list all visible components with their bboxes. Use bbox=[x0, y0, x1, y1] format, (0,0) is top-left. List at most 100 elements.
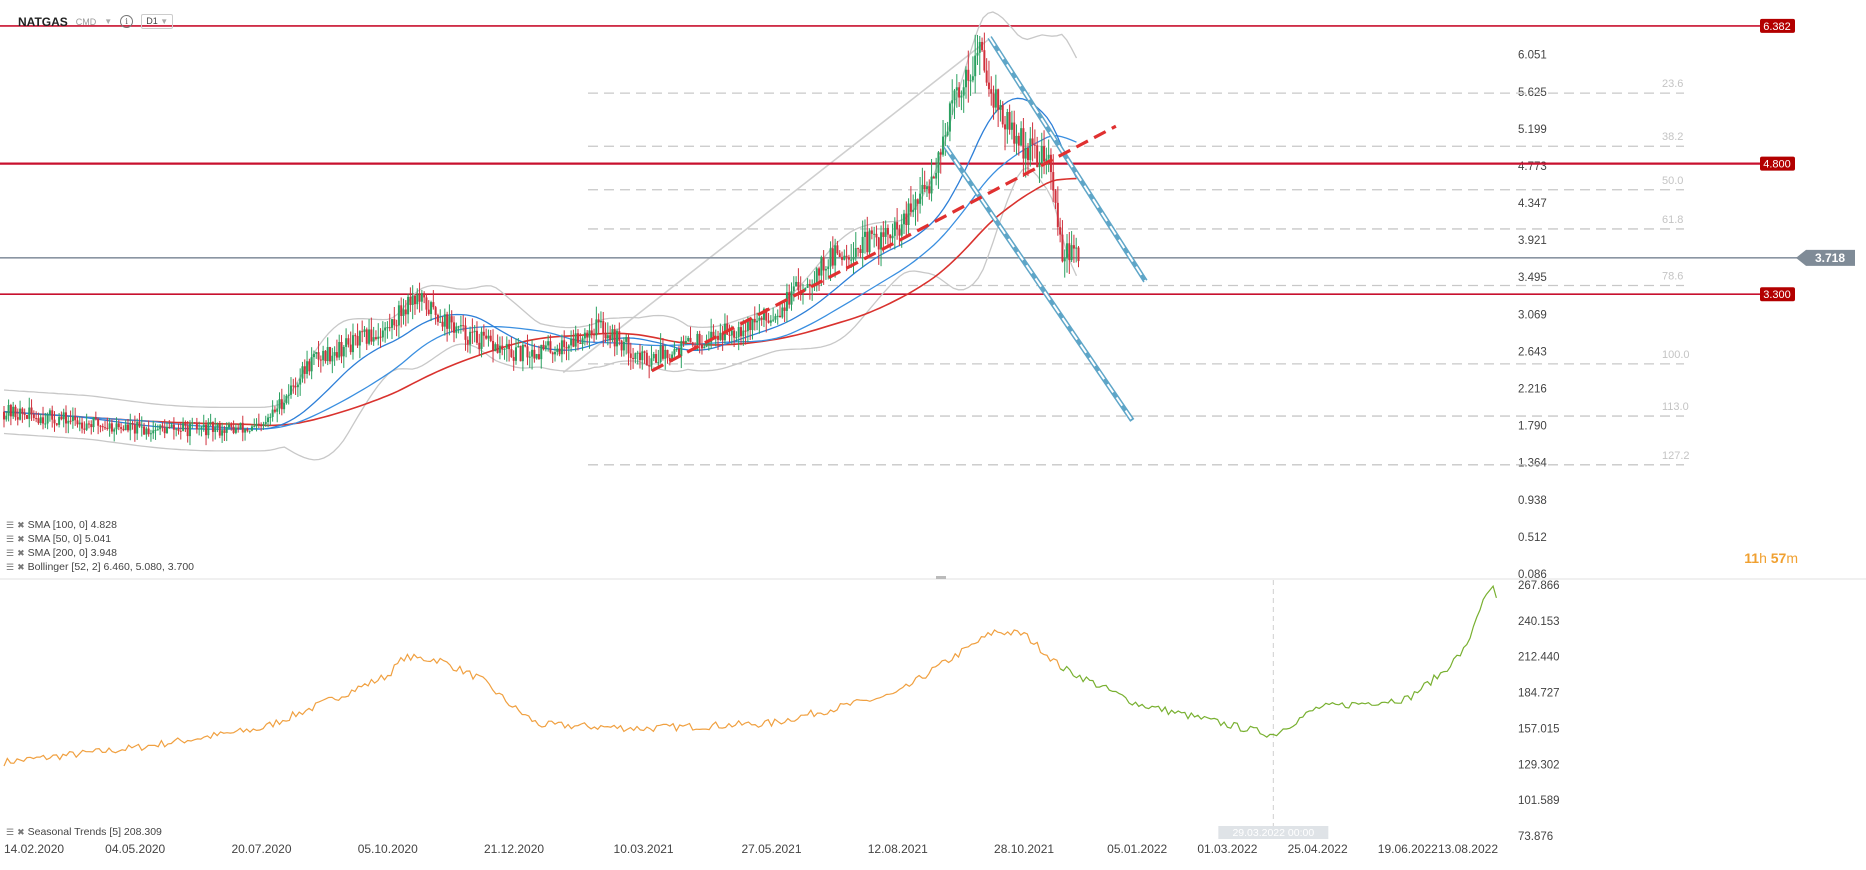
candle-body bbox=[756, 320, 759, 323]
candle-body bbox=[680, 340, 683, 357]
candle-body bbox=[372, 337, 375, 342]
settings-icon[interactable]: ☰ bbox=[6, 826, 15, 837]
candle-body bbox=[909, 203, 912, 212]
candle-body bbox=[289, 385, 292, 395]
candle-body bbox=[852, 257, 855, 260]
downtrend-channel bbox=[943, 36, 1148, 422]
y-tick-label: 0.938 bbox=[1518, 495, 1547, 507]
close-icon[interactable]: ✖ bbox=[17, 826, 25, 837]
candle-body bbox=[517, 345, 520, 348]
legend-seasonal[interactable]: ☰ ✖ Seasonal Trends [5] 208.309 bbox=[6, 826, 162, 838]
candle-body bbox=[1036, 145, 1039, 168]
y-tick-label: 3.921 bbox=[1518, 235, 1547, 247]
candle-body bbox=[877, 237, 880, 250]
bollinger-lower bbox=[3, 167, 1078, 461]
candle-body bbox=[436, 314, 439, 322]
candle-body bbox=[425, 297, 428, 310]
candle-body bbox=[87, 423, 90, 425]
close-icon[interactable]: ✖ bbox=[17, 533, 25, 544]
candle-body bbox=[815, 268, 818, 283]
candle-body bbox=[269, 416, 272, 418]
timeframe-selector[interactable]: D1 ▼ bbox=[141, 14, 174, 29]
candle-body bbox=[554, 351, 557, 355]
candle-body bbox=[928, 186, 931, 194]
close-icon[interactable]: ✖ bbox=[17, 547, 25, 558]
candle-body bbox=[78, 422, 81, 425]
candle-body bbox=[60, 416, 63, 420]
candle-body bbox=[202, 424, 205, 428]
crosshair-badge bbox=[1218, 826, 1329, 839]
candle-body bbox=[393, 319, 396, 326]
candle-body bbox=[67, 420, 70, 424]
legend-sma-100[interactable]: ☰ ✖ SMA [100, 0] 4.828 bbox=[6, 519, 117, 531]
candle-body bbox=[919, 193, 922, 204]
candle-body bbox=[244, 428, 247, 433]
candle-body bbox=[122, 428, 125, 431]
candle-body bbox=[827, 266, 830, 270]
candle-body bbox=[1077, 247, 1080, 262]
candle-body bbox=[831, 248, 834, 266]
candle-body bbox=[648, 365, 651, 367]
close-icon[interactable]: ✖ bbox=[17, 561, 25, 572]
fib-level-label: 127.2 bbox=[1662, 450, 1690, 462]
candle-body bbox=[345, 338, 348, 347]
candle-body bbox=[145, 428, 148, 435]
candle-body bbox=[106, 427, 109, 429]
candle-body bbox=[308, 361, 311, 372]
candle-body bbox=[1033, 144, 1036, 146]
candle-body bbox=[788, 292, 791, 305]
close-icon[interactable]: ✖ bbox=[17, 519, 25, 530]
candle-body bbox=[880, 232, 883, 250]
candle-body bbox=[473, 330, 476, 333]
candle-body bbox=[455, 326, 458, 333]
legend-bollinger[interactable]: ☰ ✖ Bollinger [52, 2] 6.460, 5.080, 3.700 bbox=[6, 561, 194, 573]
candle-body bbox=[391, 319, 394, 328]
candle-body bbox=[443, 314, 446, 327]
candle-body bbox=[1022, 128, 1025, 159]
y-tick-label: 101.589 bbox=[1518, 795, 1560, 807]
candle-body bbox=[889, 234, 892, 239]
candle-body bbox=[762, 308, 765, 320]
candle-body bbox=[964, 69, 967, 88]
settings-icon[interactable]: ☰ bbox=[6, 561, 15, 572]
candle-body bbox=[602, 321, 605, 334]
candle-body bbox=[257, 423, 260, 426]
candle-body bbox=[960, 95, 963, 98]
candle-body bbox=[395, 325, 398, 327]
candle-body bbox=[104, 427, 107, 429]
candle-body bbox=[216, 424, 219, 428]
crosshair-label: 29.03.2022 00:00 bbox=[1232, 827, 1314, 839]
candle-body bbox=[218, 424, 221, 436]
candle-body bbox=[159, 425, 162, 430]
info-icon[interactable]: i bbox=[120, 15, 134, 28]
candle-body bbox=[1056, 202, 1059, 228]
candle-body bbox=[432, 302, 435, 308]
candle-body bbox=[223, 430, 226, 433]
candle-body bbox=[58, 416, 61, 425]
candle-body bbox=[533, 349, 536, 359]
candle-body bbox=[179, 430, 182, 432]
settings-icon[interactable]: ☰ bbox=[6, 519, 15, 530]
candle-body bbox=[806, 283, 809, 288]
candle-body bbox=[978, 41, 981, 53]
legend-sma-200[interactable]: ☰ ✖ SMA [200, 0] 3.948 bbox=[6, 547, 117, 559]
settings-icon[interactable]: ☰ bbox=[6, 533, 15, 544]
legend-sma-50[interactable]: ☰ ✖ SMA [50, 0] 5.041 bbox=[6, 533, 111, 545]
candle-body bbox=[361, 331, 364, 333]
candle-body bbox=[147, 428, 150, 435]
candle-body bbox=[726, 323, 729, 335]
candle-body bbox=[301, 366, 304, 379]
chevron-down-icon[interactable]: ▼ bbox=[104, 17, 113, 26]
candle-body bbox=[39, 417, 42, 424]
candle-body bbox=[198, 428, 201, 430]
candle-body bbox=[537, 354, 540, 360]
candle-body bbox=[402, 309, 405, 316]
countdown-hours: 11 bbox=[1744, 550, 1760, 566]
y-tick-label: 73.876 bbox=[1518, 831, 1553, 843]
candle-body bbox=[765, 308, 768, 321]
candle-body bbox=[643, 351, 646, 353]
candle-body bbox=[834, 245, 837, 266]
candle-body bbox=[115, 423, 118, 430]
settings-icon[interactable]: ☰ bbox=[6, 547, 15, 558]
